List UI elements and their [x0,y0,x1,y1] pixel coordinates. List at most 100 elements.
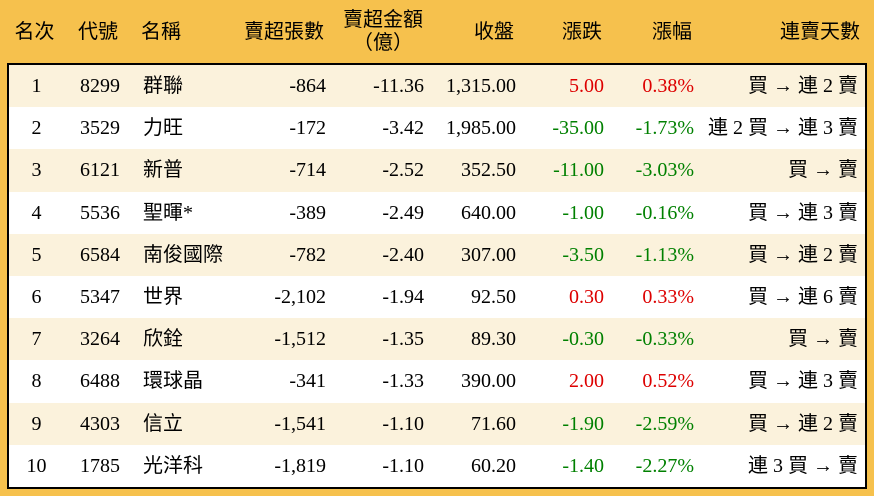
cell-volume: -1,819 [274,454,326,477]
cell-pct: -0.16% [635,201,694,224]
cell-change: 5.00 [569,75,604,98]
cell-close: 60.20 [471,454,516,477]
cell-name: 欣銓 [143,328,183,351]
cell-code: 8299 [80,75,120,98]
cell-amount: -2.40 [382,243,424,266]
cell-pct: -0.33% [635,328,694,351]
cell-volume: -2,102 [274,286,326,309]
table-row: 1 8299 群聯 -864 -11.36 1,315.00 5.00 0.38% 買 → 連 … [9,65,865,108]
cell-amount: -11.36 [373,75,424,98]
header-close: 收盤 [474,20,514,43]
sell-ranking-table: 名次 代號 名稱 賣超張數 賣超金額（億） 收盤 漲跌 漲幅 連賣天數 1 829… [7,0,867,489]
header-pct: 漲幅 [652,20,692,43]
cell-code: 5347 [80,286,120,309]
cell-amount: -3.42 [382,117,424,140]
cell-amount: -1.10 [382,412,424,435]
table-row: 3 6121 新普 -714 -2.52 352.50 -11.00 -3.03% 買 → 賣 [9,149,865,192]
cell-code: 6488 [80,370,120,393]
cell-days: 買 → 連 2 賣 [748,412,858,435]
table-row: 10 1785 光洋科 -1,819 -1.10 60.20 -1.40 -2.27% 連 3 … [9,445,865,487]
cell-rank: 10 [26,454,47,477]
cell-code: 3529 [80,117,120,140]
cell-volume: -782 [289,243,326,266]
header-change: 漲跌 [562,20,602,43]
cell-pct: 0.38% [642,75,694,98]
cell-change: 0.30 [569,286,604,309]
cell-days: 買 → 連 3 賣 [748,370,858,393]
cell-rank: 1 [31,75,42,98]
header-amount: 賣超金額（億） [343,8,423,54]
cell-code: 6584 [80,243,120,266]
table-row: 9 4303 信立 -1,541 -1.10 71.60 -1.90 -2.59% 買 → 連 … [9,402,865,445]
cell-name: 南俊國際 [143,243,223,266]
cell-change: -1.40 [562,454,604,477]
cell-amount: -2.49 [382,201,424,224]
cell-close: 1,315.00 [446,75,516,98]
cell-days: 買 → 連 2 賣 [748,243,858,266]
cell-name: 環球晶 [143,370,203,393]
header-name: 名稱 [141,20,181,43]
cell-close: 89.30 [471,328,516,351]
cell-rank: 7 [31,328,42,351]
cell-rank: 2 [31,117,42,140]
cell-close: 92.50 [471,286,516,309]
cell-change: -11.00 [553,159,604,182]
cell-close: 390.00 [461,370,516,393]
table-row: 6 5347 世界 -2,102 -1.94 92.50 0.30 0.33% 買 → 連 6 … [9,276,865,318]
table-row: 7 3264 欣銓 -1,512 -1.35 89.30 -0.30 -0.33% 買 → 賣 [9,318,865,361]
cell-amount: -1.35 [382,328,424,351]
cell-close: 307.00 [461,243,516,266]
cell-volume: -1,541 [274,412,326,435]
cell-code: 6121 [80,159,120,182]
cell-pct: -1.13% [635,243,694,266]
cell-pct: -2.59% [635,412,694,435]
cell-days: 買 → 連 6 賣 [748,286,858,309]
cell-rank: 4 [31,201,42,224]
cell-name: 聖暉* [143,201,193,224]
cell-code: 3264 [80,328,120,351]
cell-close: 640.00 [461,201,516,224]
table-body: 1 8299 群聯 -864 -11.36 1,315.00 5.00 0.38% 買 → 連 … [7,63,867,489]
cell-rank: 3 [31,159,42,182]
cell-amount: -1.10 [382,454,424,477]
cell-close: 71.60 [471,412,516,435]
cell-change: -0.30 [562,328,604,351]
header-rank: 名次 [14,20,55,43]
cell-days: 買 → 賣 [788,159,858,182]
cell-pct: 0.52% [642,370,694,393]
cell-name: 新普 [143,159,183,182]
cell-close: 1,985.00 [446,117,516,140]
cell-rank: 6 [31,286,42,309]
cell-rank: 5 [31,243,42,266]
cell-name: 世界 [143,286,183,309]
cell-code: 4303 [80,412,120,435]
table-row: 4 5536 聖暉* -389 -2.49 640.00 -1.00 -0.16% 買 → 連 … [9,192,865,234]
cell-volume: -389 [289,201,326,224]
cell-name: 群聯 [143,75,183,98]
cell-volume: -1,512 [274,328,326,351]
table-row: 8 6488 環球晶 -341 -1.33 390.00 2.00 0.52% 買 → 連 3 … [9,360,865,402]
cell-amount: -1.33 [382,370,424,393]
cell-change: 2.00 [569,370,604,393]
cell-close: 352.50 [461,159,516,182]
cell-amount: -1.94 [382,286,424,309]
cell-volume: -341 [289,370,326,393]
cell-days: 買 → 賣 [788,328,858,351]
cell-code: 5536 [80,201,120,224]
cell-volume: -172 [289,117,326,140]
cell-pct: 0.33% [642,286,694,309]
header-code: 代號 [78,20,118,43]
cell-name: 光洋科 [143,454,203,477]
cell-change: -1.00 [562,201,604,224]
cell-name: 信立 [143,412,183,435]
cell-rank: 9 [31,412,42,435]
cell-code: 1785 [80,454,120,477]
cell-days: 買 → 連 2 賣 [748,75,858,98]
cell-change: -3.50 [562,243,604,266]
cell-amount: -2.52 [382,159,424,182]
cell-days: 連 3 買 → 賣 [748,454,858,477]
cell-change: -35.00 [552,117,604,140]
table-row: 5 6584 南俊國際 -782 -2.40 307.00 -3.50 -1.13% 買 → 連… [9,233,865,276]
cell-volume: -864 [289,75,326,98]
cell-rank: 8 [31,370,42,393]
